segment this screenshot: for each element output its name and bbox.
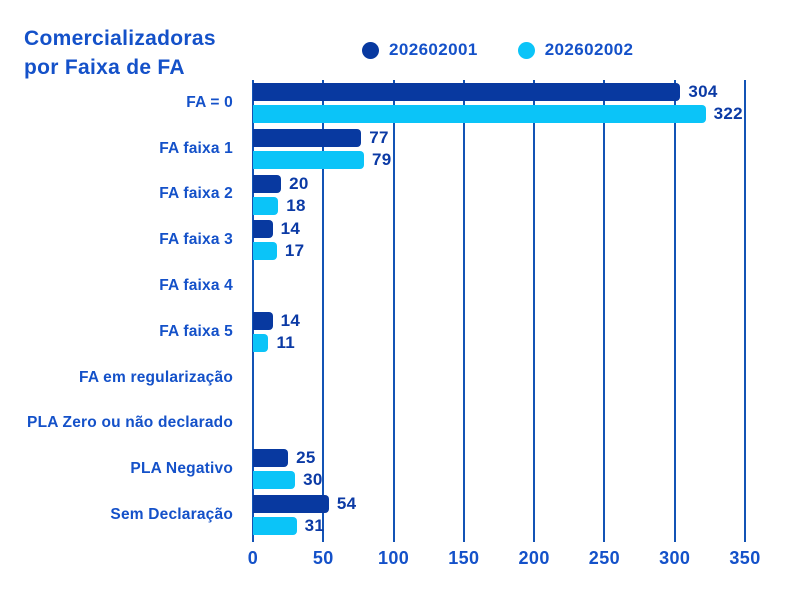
bar-line: 77 — [253, 127, 745, 147]
category-label: FA = 0 — [186, 93, 233, 111]
bar-line: 30 — [253, 470, 745, 490]
gridline — [533, 80, 536, 542]
x-axis: 0 50 100 150 200 250 300 350 — [248, 542, 773, 580]
bar-line: 54 — [253, 494, 745, 514]
bar-value-label: 14 — [280, 310, 301, 330]
bar-202602001 — [253, 128, 362, 147]
bar-value-label: 17 — [284, 241, 305, 261]
gridline — [462, 80, 465, 542]
category-label: FA em regularização — [79, 368, 233, 386]
x-tick-label: 250 — [588, 548, 621, 568]
bar-line — [253, 266, 745, 284]
bar-202602001 — [253, 220, 273, 239]
legend-item-202602002: 202602002 — [517, 40, 634, 60]
category-label: FA faixa 4 — [159, 277, 233, 295]
bar-line: 304 — [253, 83, 745, 101]
bar-row — [253, 401, 745, 447]
bar-line: 18 — [253, 195, 745, 215]
bar-value-label: 30 — [303, 470, 323, 490]
gridline — [744, 80, 746, 542]
chart-title: Comercializadoras por Faixa de FA — [24, 24, 216, 82]
bar-202602001 — [253, 174, 282, 193]
category-label: FA faixa 5 — [159, 322, 233, 340]
x-tick-label: 150 — [448, 548, 480, 568]
gridline — [673, 80, 676, 542]
bar-202602002 — [253, 150, 365, 169]
legend-item-202602001: 202602001 — [362, 40, 478, 60]
legend-dot-series2-icon — [517, 41, 535, 59]
bar-line: 17 — [253, 241, 745, 261]
bar-202602002 — [253, 471, 296, 490]
bar-line — [253, 404, 745, 422]
bar-line: 20 — [253, 173, 745, 193]
chart-title-line1: Comercializadoras — [24, 27, 216, 50]
x-tick-label: 200 — [518, 548, 550, 568]
bar-row: 14 11 — [253, 309, 745, 355]
bar-chart: FA = 0 FA faixa 1 FA faixa 2 FA faixa 3 FA f… — [0, 80, 782, 580]
category-label: Sem Declaração — [110, 506, 233, 524]
x-tick-label: 350 — [729, 548, 761, 568]
bar-202602002 — [253, 196, 279, 215]
bar-row — [253, 263, 745, 309]
bar-value-label: 11 — [276, 332, 296, 352]
bar-line: 322 — [253, 105, 745, 123]
x-tick-label: 0 — [247, 548, 259, 568]
bar-value-label: 54 — [336, 494, 357, 514]
bar-value-label: 79 — [372, 149, 392, 169]
bar-value-label: 20 — [289, 173, 309, 193]
bar-202602001 — [253, 449, 289, 468]
legend-label-series1: 202602001 — [389, 40, 478, 59]
bar-row — [253, 355, 745, 401]
bar-value-label: 304 — [688, 82, 718, 101]
bar-value-label: 18 — [286, 195, 306, 215]
bar-line: 25 — [253, 448, 745, 468]
legend-label-series2: 202602002 — [544, 40, 634, 59]
x-tick-label: 50 — [312, 548, 334, 568]
category-label: PLA Zero ou não declarado — [27, 414, 233, 432]
bar-line — [253, 358, 745, 376]
bar-value-label: 25 — [296, 448, 316, 468]
bar-line: 14 — [253, 310, 745, 330]
gridline — [322, 80, 325, 542]
bar-value-label: 31 — [304, 516, 325, 536]
category-label: FA faixa 3 — [159, 231, 233, 249]
bar-202602002 — [253, 105, 706, 123]
bar-202602002 — [253, 333, 269, 352]
bar-line — [253, 288, 745, 306]
x-tick-label: 300 — [659, 548, 691, 568]
bar-202602001 — [253, 495, 329, 514]
bar-line: 14 — [253, 219, 745, 239]
bar-202602001 — [253, 311, 273, 330]
plot-area: 304 322 77 79 20 18 14 17 14 11 25 30 54 31 — [252, 80, 746, 542]
bar-row: 14 17 — [253, 217, 745, 263]
bar-row: 25 30 — [253, 446, 745, 492]
x-tick-label: 100 — [377, 548, 410, 568]
bar-row: 54 31 — [253, 492, 745, 538]
bar-value-label: 77 — [369, 127, 389, 147]
chart-title-line2: por Faixa de FA — [24, 56, 185, 79]
category-labels: FA = 0 FA faixa 1 FA faixa 2 FA faixa 3 FA f… — [0, 80, 243, 538]
bar-row: 20 18 — [253, 172, 745, 218]
bar-line: 79 — [253, 149, 745, 169]
bar-line — [253, 426, 745, 444]
bar-line: 11 — [253, 332, 745, 352]
gridline — [392, 80, 395, 542]
gridline — [603, 80, 606, 542]
legend: 202602001 202602002 — [362, 40, 633, 60]
category-label: PLA Negativo — [130, 460, 233, 478]
bar-line — [253, 380, 745, 398]
gridline — [252, 80, 254, 542]
bar-row: 77 79 — [253, 126, 745, 172]
category-label: FA faixa 1 — [159, 139, 233, 157]
bar-202602002 — [253, 517, 297, 536]
bar-line: 31 — [253, 516, 745, 536]
bar-value-label: 322 — [713, 104, 743, 123]
bar-202602002 — [253, 242, 277, 261]
bar-202602001 — [253, 83, 681, 101]
legend-dot-series1-icon — [362, 41, 379, 59]
bar-value-label: 14 — [280, 219, 301, 239]
category-label: FA faixa 2 — [159, 185, 233, 203]
bar-row: 304 322 — [253, 80, 745, 126]
